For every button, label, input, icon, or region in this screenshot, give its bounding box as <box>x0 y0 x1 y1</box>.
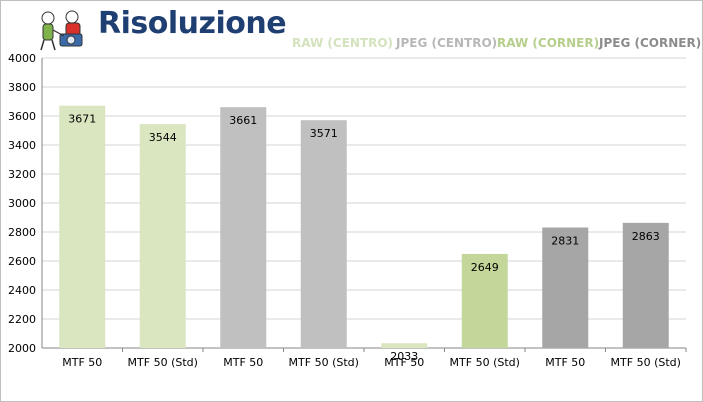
bar <box>59 105 106 348</box>
bar <box>461 253 508 348</box>
y-tick-label: 3400 <box>8 139 36 152</box>
y-tick-label: 3600 <box>8 110 36 123</box>
data-label: 2831 <box>551 235 579 248</box>
bar <box>381 343 428 348</box>
x-tick-label: MTF 50 (Std) <box>289 356 359 369</box>
bar <box>542 227 589 348</box>
chart-title: Risoluzione <box>98 6 287 41</box>
bar <box>300 120 347 348</box>
logo-icon <box>40 10 83 51</box>
bar <box>220 107 267 348</box>
data-label: 2033 <box>390 350 418 363</box>
legend-item-jpeg-centro: JPEG (CENTRO) <box>396 36 498 50</box>
legend-item-raw-corner: RAW (CORNER) <box>497 36 600 50</box>
y-tick-label: 4000 <box>8 52 36 65</box>
x-tick-label: MTF 50 (Std) <box>611 356 681 369</box>
y-tick-label: 2200 <box>8 313 36 326</box>
x-tick-label: MTF 50 <box>223 356 263 369</box>
x-tick-label: MTF 50 <box>62 356 102 369</box>
data-label: 2649 <box>471 261 499 274</box>
y-tick-label: 3000 <box>8 197 36 210</box>
legend-item-raw-centro: RAW (CENTRO) <box>292 36 394 50</box>
legend-item-jpeg-corner: JPEG (CORNER) <box>599 36 702 50</box>
data-label: 3544 <box>149 131 177 144</box>
data-label: 3571 <box>310 127 338 140</box>
y-tick-label: 2400 <box>8 284 36 297</box>
y-tick-label: 3200 <box>8 168 36 181</box>
data-label: 3671 <box>68 113 96 126</box>
y-tick-label: 3800 <box>8 81 36 94</box>
x-tick-label: MTF 50 <box>384 356 424 369</box>
y-tick-label: 2800 <box>8 226 36 239</box>
data-label: 2863 <box>632 230 660 243</box>
y-tick-label: 2600 <box>8 255 36 268</box>
bar <box>622 222 669 348</box>
bar <box>139 124 186 349</box>
x-tick-label: MTF 50 (Std) <box>450 356 520 369</box>
x-tick-label: MTF 50 (Std) <box>128 356 198 369</box>
y-tick-label: 2000 <box>8 342 36 355</box>
data-label: 3661 <box>229 114 257 127</box>
x-tick-label: MTF 50 <box>545 356 585 369</box>
